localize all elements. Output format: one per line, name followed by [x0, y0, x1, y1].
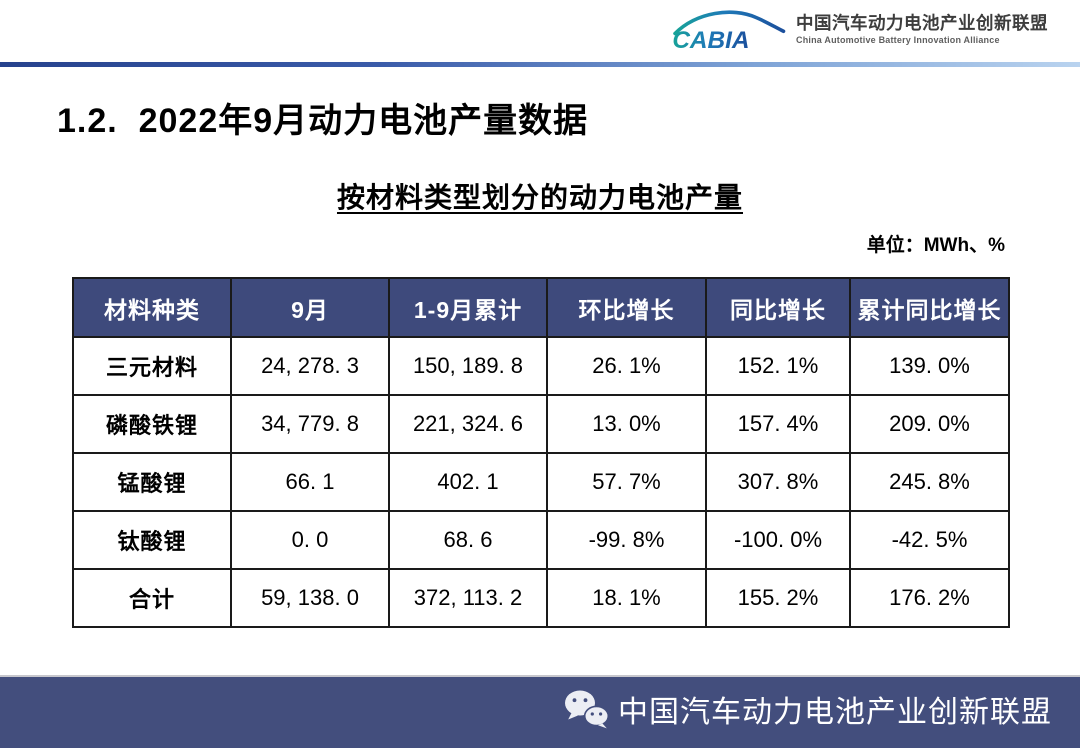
cell-value: 34, 779. 8	[230, 394, 390, 454]
cell-value: -100. 0%	[705, 510, 851, 570]
cell-value: 26. 1%	[546, 336, 707, 396]
table-row: 钛酸锂 0. 0 68. 6 -99. 8% -100. 0% -42. 5%	[72, 510, 1010, 570]
cell-value: 209. 0%	[849, 394, 1010, 454]
cell-value: 372, 113. 2	[388, 568, 548, 628]
cell-value: 150, 189. 8	[388, 336, 548, 396]
cell-value: 155. 2%	[705, 568, 851, 628]
wechat-icon	[565, 690, 609, 728]
cell-value: 66. 1	[230, 452, 390, 512]
cell-value: 157. 4%	[705, 394, 851, 454]
footer-bar: 中国汽车动力电池产业创新联盟	[0, 675, 1080, 748]
cell-value: 68. 6	[388, 510, 548, 570]
logo-text: CABIA	[672, 27, 749, 53]
cell-value: 139. 0%	[849, 336, 1010, 396]
battery-production-table: 材料种类 9月 1-9月累计 环比增长 同比增长 累计同比增长 三元材料 24,…	[72, 277, 1010, 628]
col-header-september: 9月	[230, 277, 390, 338]
col-header-mom-growth: 环比增长	[546, 277, 707, 338]
header-divider-line	[0, 62, 1080, 67]
cell-material: 三元材料	[72, 336, 232, 396]
cell-material: 钛酸锂	[72, 510, 232, 570]
cell-value: 307. 8%	[705, 452, 851, 512]
col-header-yoy-growth: 同比增长	[705, 277, 851, 338]
footer-org-name: 中国汽车动力电池产业创新联盟	[618, 695, 1052, 729]
org-names: 中国汽车动力电池产业创新联盟 China Automotive Battery …	[796, 13, 1048, 45]
cell-value: 176. 2%	[849, 568, 1010, 628]
cell-material: 磷酸铁锂	[72, 394, 232, 454]
unit-label: 单位：MWh、%	[866, 235, 1005, 256]
table-row: 三元材料 24, 278. 3 150, 189. 8 26. 1% 152. …	[72, 336, 1010, 396]
cell-value: 221, 324. 6	[388, 394, 548, 454]
table-header-row: 材料种类 9月 1-9月累计 环比增长 同比增长 累计同比增长	[72, 277, 1010, 338]
page-title: 1.2. 2022年9月动力电池产量数据	[57, 102, 589, 140]
cell-value: 402. 1	[388, 452, 548, 512]
cell-value: 57. 7%	[546, 452, 707, 512]
cell-value: 152. 1%	[705, 336, 851, 396]
table-row: 磷酸铁锂 34, 779. 8 221, 324. 6 13. 0% 157. …	[72, 394, 1010, 454]
cell-value: 13. 0%	[546, 394, 707, 454]
cell-value: 0. 0	[230, 510, 390, 570]
table-row: 锰酸锂 66. 1 402. 1 57. 7% 307. 8% 245. 8%	[72, 452, 1010, 512]
cell-value: 245. 8%	[849, 452, 1010, 512]
brand-header: CABIA 中国汽车动力电池产业创新联盟 China Automotive Ba…	[666, 5, 1048, 53]
logo-swoosh	[673, 10, 786, 36]
cell-material: 锰酸锂	[72, 452, 232, 512]
cabia-logo-icon: CABIA	[672, 10, 786, 53]
org-name-en: China Automotive Battery Innovation Alli…	[796, 34, 1000, 45]
table-title: 按材料类型划分的动力电池产量	[336, 182, 743, 213]
org-name-cn: 中国汽车动力电池产业创新联盟	[796, 13, 1048, 34]
cell-material: 合计	[72, 568, 232, 628]
col-header-cum-yoy-growth: 累计同比增长	[849, 277, 1010, 338]
col-header-cumulative: 1-9月累计	[388, 277, 548, 338]
table-row-total: 合计 59, 138. 0 372, 113. 2 18. 1% 155. 2%…	[72, 568, 1010, 628]
cell-value: -99. 8%	[546, 510, 707, 570]
cell-value: 18. 1%	[546, 568, 707, 628]
cell-value: -42. 5%	[849, 510, 1010, 570]
col-header-material: 材料种类	[72, 277, 232, 338]
cell-value: 24, 278. 3	[230, 336, 390, 396]
cell-value: 59, 138. 0	[230, 568, 390, 628]
